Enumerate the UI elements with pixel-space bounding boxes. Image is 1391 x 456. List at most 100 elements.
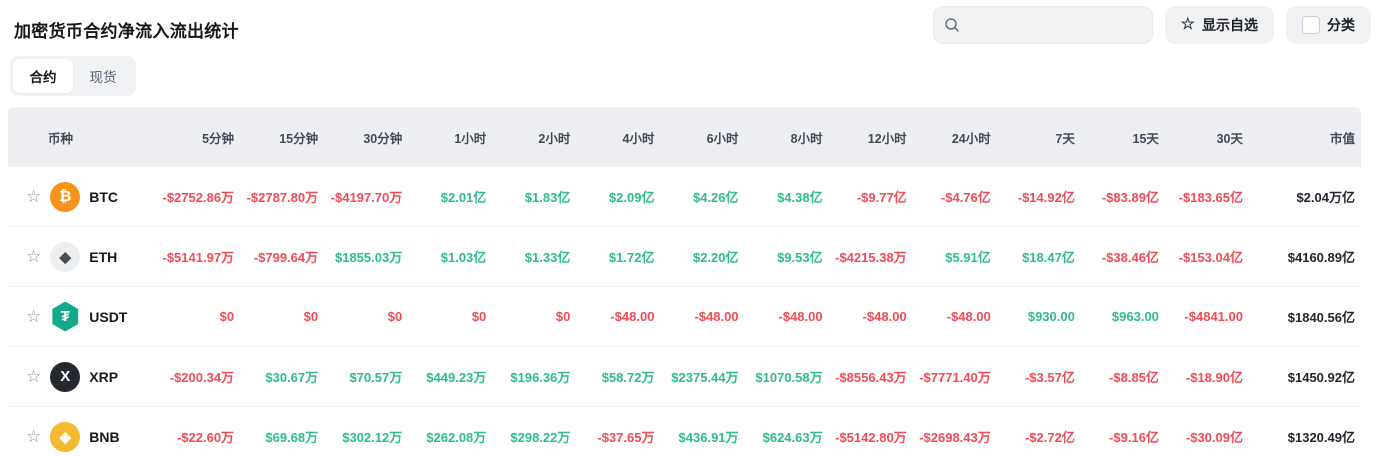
net-flow-cell: $930.00 bbox=[1027, 309, 1075, 324]
net-flow-cell: $2.09亿 bbox=[608, 190, 655, 205]
net-flow-cell: -$5141.97万 bbox=[162, 250, 235, 265]
net-flow-cell: -$2698.43万 bbox=[919, 430, 991, 445]
net-flow-cell: -$4.76亿 bbox=[940, 190, 991, 205]
eth-coin-icon: ◆ bbox=[50, 241, 81, 272]
xrp-coin-icon: X bbox=[50, 361, 81, 392]
net-flow-cell: $1.03亿 bbox=[440, 250, 487, 265]
net-flow-cell: -$153.04亿 bbox=[1178, 250, 1243, 265]
net-flow-cell: -$4841.00 bbox=[1184, 309, 1243, 324]
net-flow-cell: -$18.90亿 bbox=[1185, 370, 1243, 385]
column-header: 8小时 bbox=[790, 131, 823, 146]
net-flow-cell: $0 bbox=[219, 309, 235, 324]
net-flow-table: 币种 5分钟 15分钟 30分钟 1小时 2小时 4小时 6小时 8小时 12小时 24小时 7天 15… bbox=[8, 107, 1361, 456]
net-flow-cell: $436.91万 bbox=[678, 430, 739, 445]
net-flow-cell: -$14.92亿 bbox=[1017, 190, 1075, 205]
column-header: 30天 bbox=[1216, 131, 1243, 146]
tab-spot[interactable]: 现货 bbox=[89, 70, 117, 85]
net-flow-cell: $0 bbox=[303, 309, 319, 324]
toolbar: ☆ 显示自选 分类 bbox=[932, 6, 1371, 44]
market-cap-cell: $1840.56亿 bbox=[1287, 310, 1355, 325]
table-row[interactable]: ☆ X XRP -$200.34万 $30.67万 $70.57万 $449.23万 $196… bbox=[8, 347, 1361, 407]
net-flow-cell: -$37.65万 bbox=[597, 430, 655, 445]
market-type-tabs: 合约 现货 bbox=[10, 56, 136, 96]
favorite-star-icon[interactable]: ☆ bbox=[26, 427, 42, 446]
favorite-star-icon[interactable]: ☆ bbox=[26, 367, 42, 386]
net-flow-cell: $1.83亿 bbox=[524, 190, 571, 205]
net-flow-cell: $1.72亿 bbox=[608, 250, 655, 265]
net-flow-cell: $0 bbox=[555, 309, 571, 324]
net-flow-cell: $262.08万 bbox=[426, 430, 487, 445]
column-header: 24小时 bbox=[951, 131, 991, 146]
table-row[interactable]: ☆ ◆ ETH -$5141.97万 -$799.64万 $1855.03万 $1.03亿 $… bbox=[8, 227, 1361, 287]
net-flow-cell: $18.47亿 bbox=[1022, 250, 1075, 265]
net-flow-cell: -$9.77亿 bbox=[856, 190, 907, 205]
coin-symbol: BTC bbox=[89, 188, 119, 205]
search-icon bbox=[944, 18, 959, 32]
coin-cell: ☆ ₮ USDT bbox=[8, 301, 156, 332]
net-flow-cell: $69.68万 bbox=[265, 430, 319, 445]
search-input[interactable] bbox=[965, 17, 1142, 33]
net-flow-cell: $4.26亿 bbox=[692, 190, 739, 205]
tab-contract[interactable]: 合约 bbox=[13, 59, 73, 93]
table-body: ☆ ₿ BTC -$2752.86万 -$2787.80万 -$4197.70万 $2.01… bbox=[8, 167, 1361, 456]
market-cap-cell: $1320.49亿 bbox=[1287, 430, 1355, 445]
net-flow-cell: -$4215.38万 bbox=[835, 250, 907, 265]
net-flow-cell: $298.22万 bbox=[510, 430, 571, 445]
coin-cell: ☆ X XRP bbox=[8, 361, 156, 392]
net-flow-cell: -$7771.40万 bbox=[919, 370, 991, 385]
net-flow-cell: -$4197.70万 bbox=[330, 190, 403, 205]
net-flow-cell: -$9.16亿 bbox=[1109, 430, 1159, 445]
net-flow-cell: $963.00 bbox=[1111, 309, 1159, 324]
coin-symbol: ETH bbox=[89, 248, 118, 265]
coin-cell: ☆ ◈ BNB bbox=[8, 421, 156, 452]
net-flow-cell: $2.01亿 bbox=[440, 190, 487, 205]
net-flow-cell: -$200.34万 bbox=[169, 370, 235, 385]
market-cap-cell: $2.04万亿 bbox=[1296, 190, 1355, 205]
search-box[interactable] bbox=[932, 6, 1153, 44]
column-header: 5分钟 bbox=[202, 131, 235, 146]
show-favorites-button[interactable]: ☆ 显示自选 bbox=[1164, 6, 1274, 44]
favorite-star-icon[interactable]: ☆ bbox=[26, 187, 42, 206]
favorite-star-icon[interactable]: ☆ bbox=[26, 247, 42, 266]
net-flow-cell: -$22.60万 bbox=[176, 430, 235, 445]
net-flow-cell: -$2787.80万 bbox=[246, 190, 319, 205]
favorite-star-icon[interactable]: ☆ bbox=[26, 307, 42, 326]
net-flow-cell: -$48.00 bbox=[778, 309, 823, 324]
net-flow-cell: $302.12万 bbox=[342, 430, 403, 445]
net-flow-cell: $0 bbox=[387, 309, 403, 324]
column-header: 30分钟 bbox=[363, 131, 403, 146]
column-header: 6小时 bbox=[706, 131, 739, 146]
net-flow-cell: -$48.00 bbox=[610, 309, 655, 324]
category-label: 分类 bbox=[1327, 17, 1355, 33]
net-flow-cell: $2.20亿 bbox=[692, 250, 739, 265]
category-checkbox[interactable] bbox=[1302, 16, 1320, 34]
table-row[interactable]: ☆ ₿ BTC -$2752.86万 -$2787.80万 -$4197.70万 $2.01… bbox=[8, 167, 1361, 227]
net-flow-cell: $1855.03万 bbox=[334, 250, 403, 265]
table-row[interactable]: ☆ ₮ USDT $0 $0 $0 $0 $0 -$48.00 -$48.00 -$48.00 -$4… bbox=[8, 287, 1361, 347]
net-flow-cell: -$8556.43万 bbox=[835, 370, 907, 385]
show-favorites-label: 显示自选 bbox=[1202, 17, 1258, 33]
net-flow-cell: -$5142.80万 bbox=[835, 430, 907, 445]
column-header: 15天 bbox=[1132, 131, 1159, 146]
market-cap-cell: $4160.89亿 bbox=[1287, 250, 1355, 265]
net-flow-cell: $70.57万 bbox=[349, 370, 403, 385]
market-cap-cell: $1450.92亿 bbox=[1287, 370, 1355, 385]
net-flow-cell: -$48.00 bbox=[946, 309, 991, 324]
net-flow-cell: $9.53亿 bbox=[777, 250, 823, 265]
column-header: 15分钟 bbox=[279, 131, 319, 146]
net-flow-cell: $58.72万 bbox=[601, 370, 655, 385]
net-flow-cell: $4.38亿 bbox=[777, 190, 823, 205]
column-header: 12小时 bbox=[867, 131, 907, 146]
coin-cell: ☆ ◆ ETH bbox=[8, 241, 156, 272]
coin-cell: ☆ ₿ BTC bbox=[8, 181, 156, 212]
table-row[interactable]: ☆ ◈ BNB -$22.60万 $69.68万 $302.12万 $262.08万 $298… bbox=[8, 407, 1361, 456]
coin-symbol: USDT bbox=[89, 308, 128, 325]
net-flow-cell: -$2752.86万 bbox=[162, 190, 235, 205]
net-flow-cell: $5.91亿 bbox=[945, 250, 991, 265]
column-header: 1小时 bbox=[454, 131, 487, 146]
net-flow-cell: -$2.72亿 bbox=[1024, 430, 1075, 445]
net-flow-cell: $30.67万 bbox=[265, 370, 319, 385]
category-toggle-button[interactable]: 分类 bbox=[1286, 6, 1371, 44]
usdt-coin-icon: ₮ bbox=[52, 301, 79, 332]
